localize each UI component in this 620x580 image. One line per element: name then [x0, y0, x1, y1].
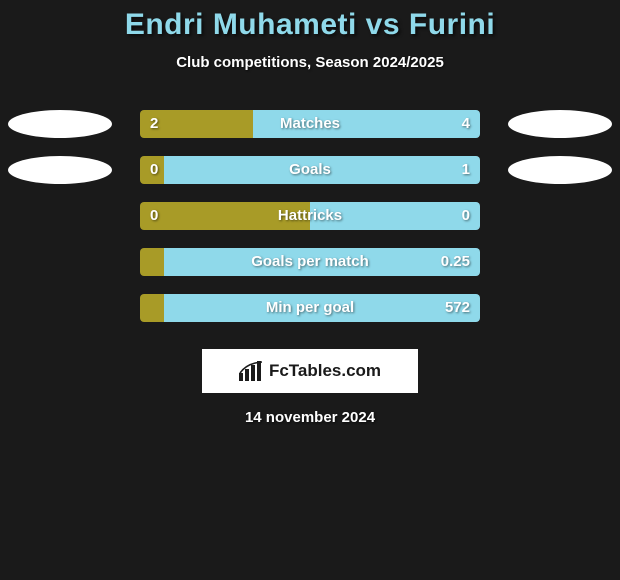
stat-row: 0.25 Goals per match — [0, 239, 620, 285]
value-left: 0 — [150, 156, 158, 184]
bar-segment-left — [140, 294, 164, 322]
value-right: 0.25 — [441, 248, 470, 276]
stat-row: 2 4 Matches — [0, 101, 620, 147]
stat-row: 0 1 Goals — [0, 147, 620, 193]
stat-label: Matches — [280, 110, 340, 138]
stat-label: Goals per match — [251, 248, 369, 276]
stat-row: 572 Min per goal — [0, 285, 620, 331]
stat-row: 0 0 Hattricks — [0, 193, 620, 239]
stat-bar: 0 0 Hattricks — [140, 202, 480, 230]
player-right-marker — [508, 110, 612, 138]
stat-bar: 572 Min per goal — [140, 294, 480, 322]
subtitle: Club competitions, Season 2024/2025 — [0, 54, 620, 71]
stats-list: 2 4 Matches 0 1 Goals 0 0 Hattricks 0.25 Goals per… — [0, 101, 620, 331]
player-left-marker — [8, 110, 112, 138]
branding-badge: FcTables.com — [202, 349, 418, 393]
stat-label: Goals — [289, 156, 331, 184]
date-text: 14 november 2024 — [0, 409, 620, 426]
player-right-marker — [508, 156, 612, 184]
stat-bar: 2 4 Matches — [140, 110, 480, 138]
chart-icon — [239, 361, 263, 381]
page-title: Endri Muhameti vs Furini — [0, 8, 620, 42]
stat-bar: 0 1 Goals — [140, 156, 480, 184]
stat-bar: 0.25 Goals per match — [140, 248, 480, 276]
value-left: 2 — [150, 110, 158, 138]
branding-text: FcTables.com — [269, 361, 381, 381]
value-right: 1 — [462, 156, 470, 184]
bar-segment-left — [140, 248, 164, 276]
stat-label: Hattricks — [278, 202, 342, 230]
value-right: 0 — [462, 202, 470, 230]
stat-label: Min per goal — [266, 294, 354, 322]
value-right: 572 — [445, 294, 470, 322]
player-left-marker — [8, 156, 112, 184]
comparison-widget: Endri Muhameti vs Furini Club competitio… — [0, 0, 620, 426]
value-right: 4 — [462, 110, 470, 138]
value-left: 0 — [150, 202, 158, 230]
